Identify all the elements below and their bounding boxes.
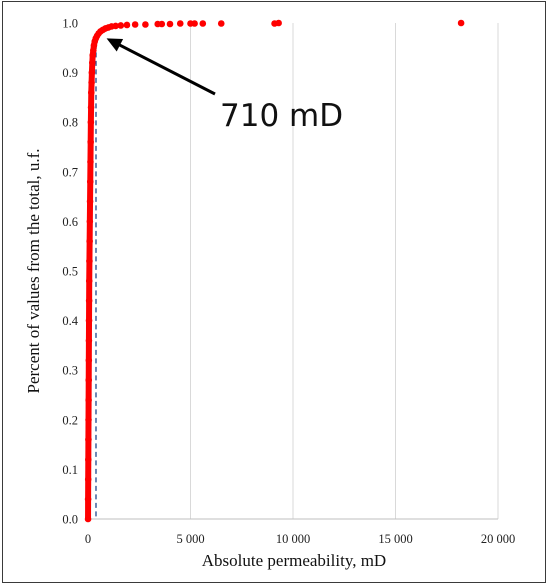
y-tick-label: 0.3	[62, 364, 78, 378]
y-tick-label: 0.2	[62, 413, 78, 427]
y-axis-title: Percent of values from the total, u.f.	[24, 148, 43, 393]
data-point	[86, 198, 94, 205]
data-point	[158, 20, 166, 28]
annotation-layer: 710 mD	[106, 38, 343, 134]
y-tick-label: 1.0	[62, 17, 78, 31]
data-point	[86, 218, 94, 225]
y-tick-label: 0.6	[62, 215, 78, 229]
data-point	[131, 21, 139, 28]
data-point	[88, 79, 95, 86]
data-point	[85, 396, 92, 404]
data-point	[85, 356, 93, 364]
data-point	[89, 51, 97, 59]
data-points-layer	[84, 19, 465, 523]
data-point	[85, 337, 93, 344]
data-point	[85, 376, 93, 384]
data-point	[86, 237, 93, 245]
series-curve	[85, 24, 112, 522]
data-point	[87, 158, 94, 166]
data-point	[166, 20, 174, 28]
data-point	[112, 22, 119, 30]
data-point	[85, 277, 93, 285]
y-tick-label: 0.9	[62, 66, 78, 80]
y-tick-label: 0.5	[62, 265, 78, 279]
data-point	[85, 297, 93, 305]
data-point	[87, 89, 95, 96]
data-point	[87, 138, 94, 146]
axes-layer: 0 5 000 10 000 15 000 20 000 0.0 0.1 0.2 0.3 0.4 0…	[62, 17, 515, 547]
data-point	[199, 20, 207, 27]
y-tick-label: 0.1	[62, 463, 78, 477]
grid-layer	[190, 23, 499, 519]
x-tick-label: 15 000	[378, 532, 412, 546]
data-point	[90, 46, 97, 54]
data-point	[87, 104, 95, 111]
data-point	[88, 69, 96, 76]
data-point	[117, 22, 125, 29]
data-point	[86, 178, 94, 186]
data-point	[86, 257, 93, 265]
annotation-label: 710 mD	[220, 98, 343, 134]
data-point	[85, 317, 93, 324]
x-axis-title: Absolute permeability, mD	[202, 551, 386, 570]
x-tick-label: 5 000	[176, 532, 204, 546]
data-point	[217, 20, 225, 27]
data-point	[84, 515, 92, 523]
data-point	[89, 59, 96, 66]
data-point	[176, 20, 184, 27]
annotation-arrow-head	[106, 38, 124, 52]
data-point	[275, 19, 282, 27]
y-tick-label: 0.4	[62, 314, 78, 328]
data-point	[84, 495, 92, 503]
data-point	[85, 416, 92, 424]
x-tick-label: 0	[85, 532, 91, 546]
data-point	[84, 476, 92, 483]
data-point	[457, 19, 465, 27]
data-point	[85, 436, 92, 443]
data-point	[142, 21, 149, 28]
x-tick-label: 10 000	[276, 532, 310, 546]
y-tick-label: 0.7	[62, 165, 78, 179]
y-tick-label: 0.8	[62, 116, 78, 130]
data-point	[123, 21, 131, 29]
data-point	[87, 118, 95, 126]
data-point	[191, 20, 198, 27]
data-point	[85, 456, 92, 463]
annotation-arrow-shaft	[115, 42, 216, 96]
x-tick-label: 20 000	[481, 532, 515, 546]
y-tick-label: 0.0	[62, 513, 78, 527]
